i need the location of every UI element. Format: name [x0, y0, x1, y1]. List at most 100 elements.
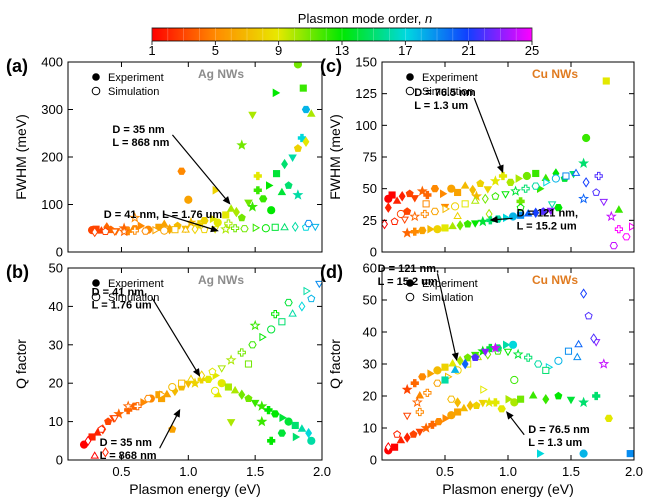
legend-simulation-marker	[91, 86, 101, 96]
experiment-point	[256, 400, 268, 411]
legend: Experiment Simulation	[91, 278, 164, 304]
annotation-arrow	[437, 273, 457, 356]
experiment-point	[236, 139, 248, 150]
annotation-text: D = 41 nm, L = 1.76 um	[104, 209, 223, 221]
annotation-arrow	[509, 415, 525, 436]
annotation-text: L = 1.3 um	[414, 100, 468, 112]
experiment-point	[224, 383, 232, 391]
legend-experiment-label: Experiment	[108, 72, 164, 84]
simulation-point	[171, 226, 179, 234]
experiment-point	[522, 171, 532, 181]
annotation-arrow	[159, 413, 178, 449]
legend-experiment-marker	[406, 279, 414, 287]
annotation-text: L = 1.3 um	[528, 437, 582, 449]
y-tick-label: 75	[363, 150, 377, 165]
simulation-point	[259, 332, 267, 342]
experiment-point	[433, 225, 442, 234]
annotation: D = 121 nm,L = 15.2 um	[378, 263, 459, 362]
experiment-point	[398, 190, 406, 202]
experiment-point	[448, 221, 457, 230]
experiment-point	[189, 377, 201, 388]
simulation-point	[231, 224, 240, 233]
simulation-point	[384, 442, 392, 453]
annotation-text: L = 1.76 um	[92, 299, 152, 311]
simulation-point	[240, 225, 249, 233]
simulation-point	[118, 225, 130, 237]
simulation-point	[217, 365, 227, 373]
x-axis-label: Plasmon energy (eV)	[129, 481, 261, 497]
experiment-point	[546, 207, 556, 216]
simulation-point	[503, 348, 513, 357]
experiment-point	[277, 429, 287, 437]
y-tick-label: 40	[49, 299, 63, 314]
experiment-point	[459, 403, 469, 412]
experiment-point	[428, 420, 437, 429]
annotation: D = 41 nm, L = 1.76 um	[104, 209, 223, 233]
simulation-point	[284, 298, 293, 307]
y-tick-label: 20	[363, 389, 377, 404]
experiment-point	[88, 433, 96, 441]
y-tick-label: 30	[49, 337, 63, 352]
simulation-point	[524, 353, 533, 362]
simulation-point	[614, 225, 623, 234]
simulation-point	[433, 379, 442, 387]
x-tick-label: 1.5	[246, 464, 264, 479]
simulation-point	[129, 212, 141, 223]
material-label: Cu NWs	[532, 273, 578, 287]
simulation-point	[303, 286, 311, 296]
y-tick-label: 400	[41, 55, 63, 70]
panel-c: 0 25 50 75 100 125 150 FWHM (meV) (c) Cu NWs Exper…	[320, 55, 635, 260]
annotation-arrowhead	[506, 411, 514, 420]
data-points	[382, 77, 634, 250]
simulation-point	[298, 301, 306, 312]
experiment-point	[292, 432, 301, 442]
plot-frame	[67, 267, 323, 461]
simulation-point	[420, 209, 429, 219]
experiment-point	[489, 175, 501, 186]
y-axis-label: Q factor	[13, 339, 29, 389]
experiment-point	[427, 224, 435, 234]
colorbar-tick-label: 5	[212, 43, 219, 58]
simulation-point	[122, 400, 134, 411]
experiment-point	[554, 391, 563, 400]
simulation-point	[278, 318, 286, 326]
simulation-point	[564, 347, 573, 355]
experiment-point	[614, 205, 624, 213]
simulation-point	[491, 192, 500, 200]
simulation-point	[580, 288, 588, 299]
experiment-point	[307, 109, 316, 117]
experiment-point	[582, 133, 591, 143]
experiment-point	[579, 449, 588, 458]
experiment-point	[461, 358, 469, 370]
experiment-point	[433, 366, 442, 375]
experiment-point	[244, 394, 253, 402]
experiment-point	[302, 136, 310, 148]
x-tick-label: 1.0	[179, 464, 197, 479]
simulation-point	[97, 425, 106, 433]
legend: Experiment Simulation	[405, 72, 478, 98]
experiment-point	[307, 436, 316, 445]
annotation-arrowhead	[451, 352, 459, 362]
experiment-point	[410, 379, 419, 388]
experiment-point	[213, 218, 222, 227]
x-tick-label: 1.5	[562, 464, 580, 479]
data-points	[384, 288, 634, 458]
experiment-point	[466, 400, 474, 411]
colorbar-title: Plasmon mode order, n	[298, 11, 432, 26]
simulation-point	[584, 311, 593, 320]
experiment-point	[415, 428, 425, 437]
x-tick-label: 2.0	[625, 464, 643, 479]
simulation-point	[84, 435, 92, 447]
annotation-arrow	[163, 213, 214, 230]
y-tick-label: 30	[363, 357, 377, 372]
simulation-point	[543, 178, 551, 187]
experiment-point	[456, 220, 464, 231]
experiment-point	[602, 77, 610, 85]
experiment-point	[503, 340, 511, 350]
y-tick-label: 50	[363, 293, 377, 308]
experiment-point	[441, 224, 449, 232]
legend-experiment-label: Experiment	[108, 278, 164, 290]
annotation: D = 76.5 nmL = 1.3 um	[506, 411, 590, 449]
experiment-point	[477, 215, 489, 227]
y-tick-label: 300	[41, 102, 63, 117]
